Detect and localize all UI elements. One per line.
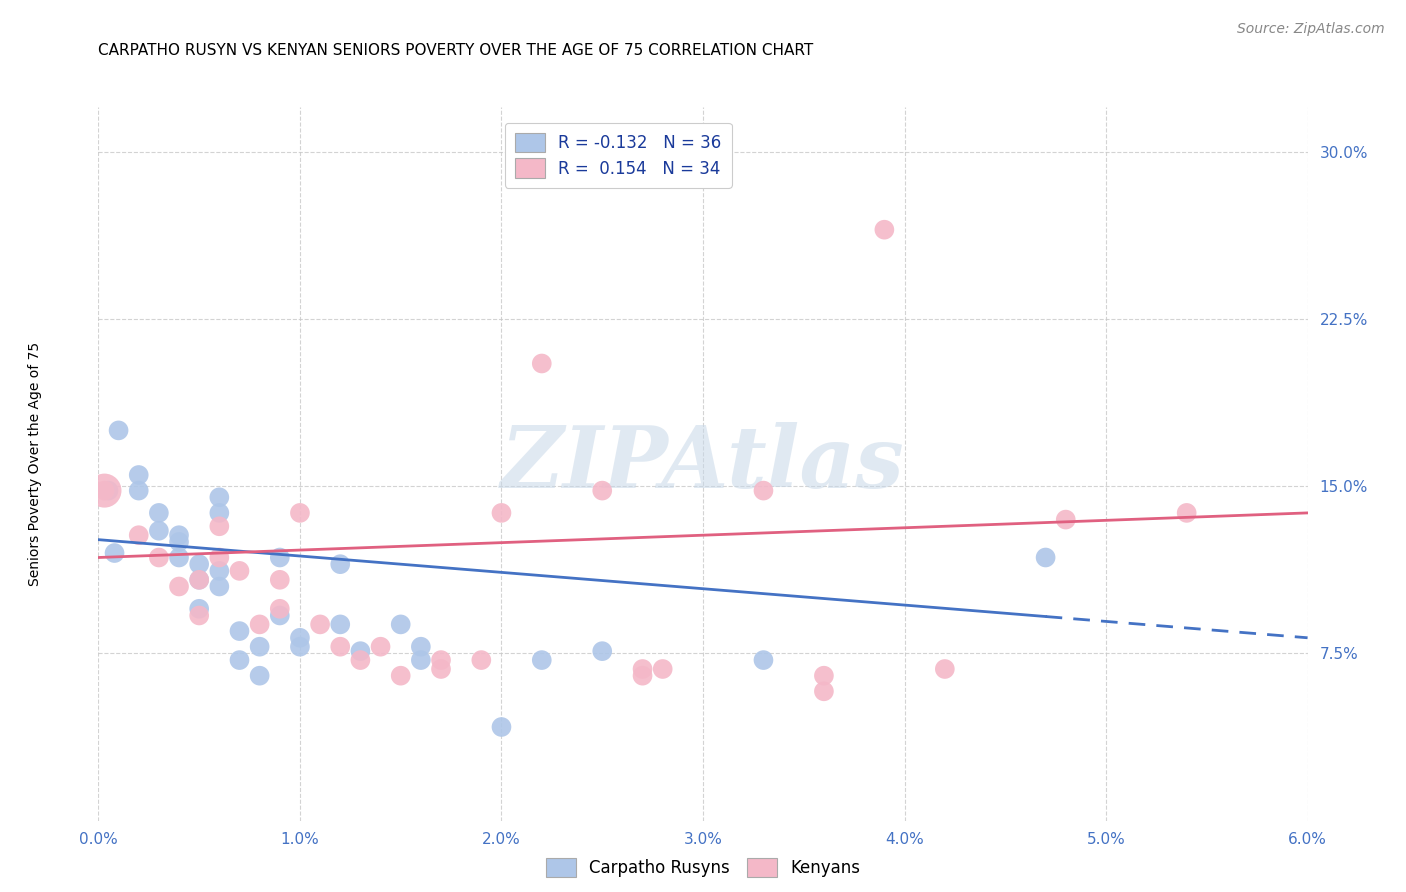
Point <box>148 524 170 538</box>
Point <box>631 662 654 676</box>
Point <box>1054 512 1077 526</box>
Point <box>409 653 432 667</box>
Point <box>188 573 211 587</box>
Point <box>128 483 150 498</box>
Point <box>288 631 311 645</box>
Point <box>167 528 190 542</box>
Point <box>208 550 231 565</box>
Text: Source: ZipAtlas.com: Source: ZipAtlas.com <box>1237 22 1385 37</box>
Point <box>208 519 231 533</box>
Text: CARPATHO RUSYN VS KENYAN SENIORS POVERTY OVER THE AGE OF 75 CORRELATION CHART: CARPATHO RUSYN VS KENYAN SENIORS POVERTY… <box>98 43 814 58</box>
Point <box>249 669 271 683</box>
Point <box>97 483 120 498</box>
Point <box>249 640 271 654</box>
Point <box>349 644 371 658</box>
Point <box>228 624 250 639</box>
Point <box>128 467 150 482</box>
Point <box>269 608 291 623</box>
Point <box>167 534 190 549</box>
Point <box>188 573 211 587</box>
Point <box>167 550 190 565</box>
Point <box>349 653 371 667</box>
Point <box>389 669 412 683</box>
Point <box>208 491 231 505</box>
Point <box>228 564 250 578</box>
Point <box>188 557 211 572</box>
Point <box>167 580 190 594</box>
Point <box>1175 506 1198 520</box>
Text: ZIPAtlas: ZIPAtlas <box>501 422 905 506</box>
Text: Seniors Poverty Over the Age of 75: Seniors Poverty Over the Age of 75 <box>28 342 42 586</box>
Point <box>93 483 115 498</box>
Point <box>631 669 654 683</box>
Point <box>409 640 432 654</box>
Point <box>530 356 553 371</box>
Point <box>107 424 129 438</box>
Point <box>148 550 170 565</box>
Point <box>269 573 291 587</box>
Point <box>269 550 291 565</box>
Point <box>813 669 835 683</box>
Point <box>228 653 250 667</box>
Point <box>249 617 271 632</box>
Point <box>208 580 231 594</box>
Point <box>329 617 352 632</box>
Point <box>591 644 613 658</box>
Point <box>430 662 453 676</box>
Point <box>93 483 115 498</box>
Point <box>813 684 835 698</box>
Point <box>491 506 513 520</box>
Point <box>148 506 170 520</box>
Point <box>530 653 553 667</box>
Point <box>430 653 453 667</box>
Point <box>934 662 956 676</box>
Point <box>329 640 352 654</box>
Point <box>188 608 211 623</box>
Point <box>470 653 492 667</box>
Point <box>370 640 392 654</box>
Point <box>491 720 513 734</box>
Point <box>309 617 332 632</box>
Point <box>269 602 291 616</box>
Point <box>1035 550 1057 565</box>
Point <box>288 506 311 520</box>
Point <box>389 617 412 632</box>
Point <box>873 222 896 236</box>
Point <box>752 483 775 498</box>
Point <box>188 602 211 616</box>
Legend: Carpatho Rusyns, Kenyans: Carpatho Rusyns, Kenyans <box>540 851 866 884</box>
Point <box>752 653 775 667</box>
Point <box>103 546 125 560</box>
Point <box>128 528 150 542</box>
Point <box>591 483 613 498</box>
Point <box>651 662 673 676</box>
Point <box>208 506 231 520</box>
Point <box>288 640 311 654</box>
Point <box>329 557 352 572</box>
Point <box>208 564 231 578</box>
